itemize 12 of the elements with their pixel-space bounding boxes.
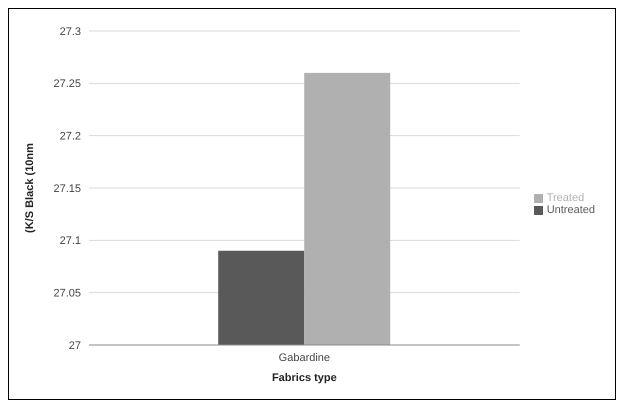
y-tick-label: 27.05 [53, 288, 81, 300]
x-axis-title: Fabrics type [272, 372, 337, 384]
y-axis-title: (K/S Black (10nm [24, 142, 36, 233]
legend-label: Untreated [546, 204, 595, 216]
y-tick-label: 27 [68, 340, 81, 352]
y-tick-label: 27.15 [53, 182, 81, 195]
x-tick-label: Gabardine [278, 352, 330, 364]
y-tick-label: 27.2 [60, 130, 81, 143]
y-tick-label: 27.3 [60, 26, 81, 38]
y-tick-label: 27.1 [60, 235, 81, 248]
legend-label: Treated [546, 192, 584, 204]
y-tick-label: 27.25 [53, 78, 81, 90]
